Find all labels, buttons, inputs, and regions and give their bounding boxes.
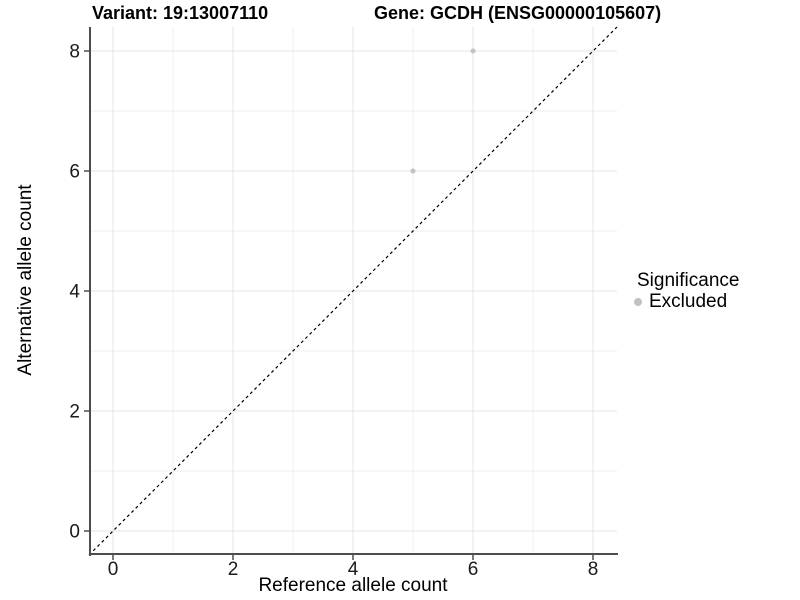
data-point [470, 48, 476, 54]
legend-title: Significance [637, 270, 740, 291]
y-tick-label: 2 [69, 402, 80, 423]
y-tick-label: 8 [69, 42, 80, 63]
y-tick-label: 0 [69, 522, 80, 543]
x-tick-label: 4 [348, 559, 359, 580]
y-tick-label: 6 [69, 162, 80, 183]
y-tick-label: 4 [69, 282, 80, 303]
x-tick-label: 2 [228, 559, 239, 580]
gene-title: Gene: GCDH (ENSG00000105607) [374, 3, 662, 23]
y-axis-title: Alternative allele count [15, 184, 36, 376]
x-tick-label: 6 [468, 559, 479, 580]
data-point [410, 168, 416, 174]
x-axis-title: Reference allele count [258, 575, 448, 596]
x-tick-label: 0 [108, 559, 119, 580]
x-tick-label: 8 [588, 559, 599, 580]
identity-reference-line [88, 26, 618, 556]
variant-title: Variant: 19:13007110 [92, 3, 269, 23]
legend-point-icon [634, 298, 642, 306]
legend-item-label: Excluded [649, 291, 728, 312]
legend: Significance Excluded [629, 271, 739, 312]
legend-item-excluded: Excluded [629, 292, 739, 312]
